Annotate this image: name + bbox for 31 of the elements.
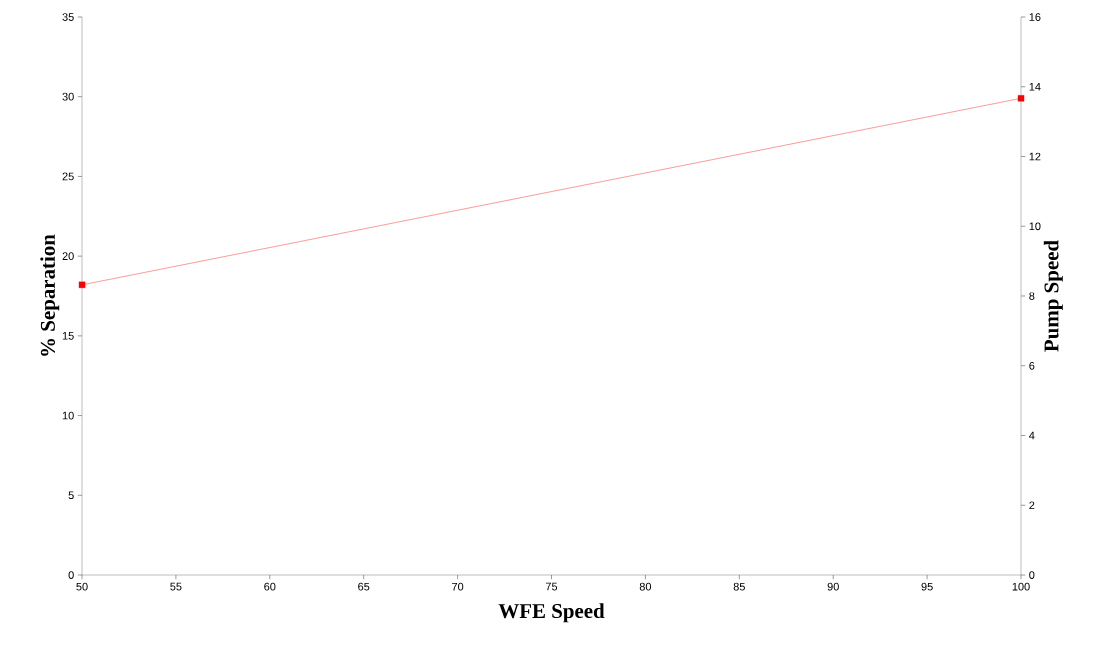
y2-tick-label: 16 [1029,13,1041,21]
x-tick-label: 80 [639,582,652,591]
x-tick-label: 85 [733,582,745,591]
x-tick-label: 90 [827,582,839,591]
x-tick-label: 100 [1012,582,1030,591]
y-tick-label: 10 [62,411,74,420]
y2-tick-label: 8 [1029,292,1035,300]
y2-tick-label: 2 [1029,501,1035,510]
y2-tick-label: 14 [1029,82,1041,91]
y-axis-title: % Separation [40,234,60,356]
y2-tick-label: 4 [1029,431,1035,440]
y-tick-label: 35 [62,13,74,21]
y2-tick-label: 10 [1029,222,1041,231]
y2-axis-title: Pump Speed [1043,240,1063,352]
y-tick-label: 25 [62,172,74,181]
y-tick-label: 15 [62,332,74,340]
x-tick-label: 65 [358,582,370,591]
y-tick-label: 0 [68,571,74,579]
y2-tick-label: 6 [1029,361,1035,370]
y-tick-label: 30 [62,92,74,101]
x-tick-label: 95 [921,582,933,591]
x-axis-title: WFE Speed [498,603,605,623]
x-tick-label: 70 [452,582,464,591]
y-tick-label: 5 [68,491,74,500]
y2-tick-label: 0 [1029,571,1035,579]
x-tick-label: 75 [545,582,558,591]
x-tick-label: 50 [76,582,88,591]
y-tick-label: 20 [62,252,74,261]
x-tick-label: 60 [264,582,276,591]
y2-tick-label: 12 [1029,152,1041,161]
x-tick-label: 55 [170,582,182,591]
